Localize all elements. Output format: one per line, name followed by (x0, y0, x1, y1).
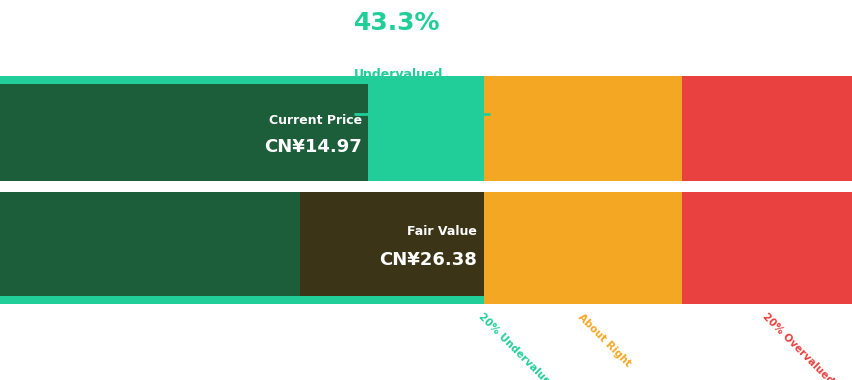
Text: Undervalued: Undervalued (354, 68, 443, 81)
Text: Fair Value: Fair Value (406, 225, 476, 238)
Bar (0, 84, 368, 180)
Bar (483, 76, 682, 304)
Bar (682, 76, 852, 304)
Text: CN¥26.38: CN¥26.38 (378, 251, 476, 269)
Text: CN¥14.97: CN¥14.97 (263, 138, 361, 155)
Bar (0, 76, 483, 304)
Bar (0, 180, 852, 192)
Text: 20% Undervalued: 20% Undervalued (476, 312, 556, 380)
Text: Current Price: Current Price (268, 114, 361, 127)
Bar (0, 192, 483, 296)
Text: 43.3%: 43.3% (354, 11, 440, 35)
Bar (300, 192, 483, 296)
Text: 20% Overvalued: 20% Overvalued (760, 312, 834, 380)
Text: About Right: About Right (575, 312, 631, 368)
